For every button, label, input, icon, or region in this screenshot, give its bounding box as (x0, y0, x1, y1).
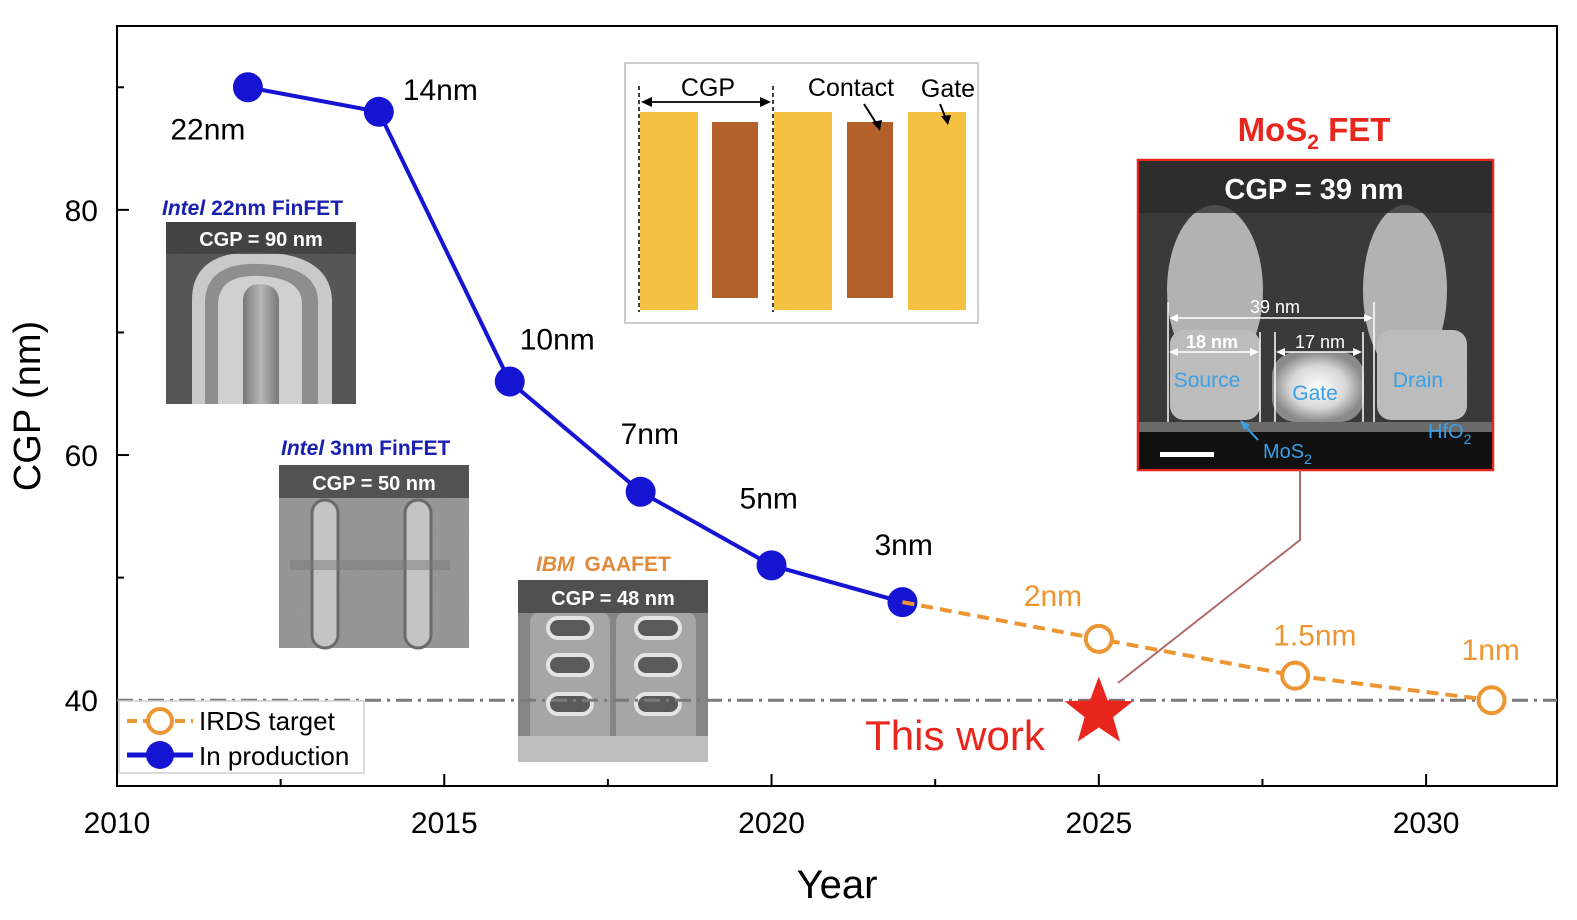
mos2-channel-label: MoS2 (1263, 441, 1312, 467)
production-point-14nm (363, 96, 394, 127)
node-label-2nm: 2nm (1024, 580, 1082, 613)
mos2-callout-line (1117, 470, 1301, 684)
x-tick-label: 2015 (411, 807, 478, 840)
axes: 2010 2015 2020 2025 2030 40 60 80 (65, 86, 1460, 840)
mos2-hfo2-label: HfO2 (1428, 421, 1472, 447)
legend: IRDS target In production (118, 700, 365, 774)
legend-production-marker (146, 741, 174, 769)
node-label-5nm: 5nm (740, 482, 798, 515)
series-layer: 22nm 14nm 10nm 7nm 5nm 3nm 2nm 1.5nm 1nm (117, 72, 1557, 742)
x-axis-title: Year (797, 863, 878, 907)
y-tick-label: 80 (65, 195, 98, 228)
mos2-dim-total: 39 nm (1250, 297, 1300, 317)
node-label-1nm: 1nm (1462, 634, 1520, 667)
mos2-caption: CGP = 39 nm (1224, 174, 1403, 206)
mos2-drain-label: Drain (1393, 369, 1443, 392)
legend-production-label: In production (199, 741, 349, 771)
node-label-1.5nm: 1.5nm (1273, 620, 1356, 653)
mos2-dim-left: 18 nm (1186, 332, 1238, 352)
mos2-fet-inset: MoS2 FET CGP = 39 nm 39 nm 18 nm (1117, 111, 1495, 684)
intel22-heading: Intel 22nm FinFET (162, 197, 343, 220)
gate-bar (908, 112, 966, 310)
ibm-caption: CGP = 48 nm (551, 588, 675, 610)
mos2-source-label: Source (1174, 369, 1241, 392)
y-axis-title: CGP (nm) (7, 321, 49, 491)
production-point-10nm (494, 366, 525, 397)
x-tick-label: 2030 (1393, 807, 1460, 840)
mos2-title: MoS2 FET (1238, 111, 1391, 154)
schematic-contact-label: Contact (808, 74, 894, 102)
schematic-gate-label: Gate (921, 75, 975, 103)
production-line (247, 85, 903, 605)
intel-3nm-inset: Intel 3nm FinFET CGP = 50 nm (279, 437, 469, 650)
ibm-heading: IBM GAAFET (536, 553, 671, 576)
production-point-5nm (756, 550, 787, 581)
x-tick-label: 2025 (1065, 807, 1132, 840)
node-label-7nm: 7nm (621, 418, 679, 451)
gate-bar (774, 112, 832, 310)
schematic-inset: CGP Contact Gate (624, 62, 979, 324)
node-label-10nm: 10nm (520, 323, 595, 356)
this-work-label: This work (865, 712, 1046, 759)
ibm-gaafet-inset: IBM GAAFET CGP = 48 nm (518, 553, 708, 762)
gate-bar (640, 112, 698, 310)
node-label-22nm: 22nm (170, 113, 245, 146)
target-line (902, 600, 1492, 703)
contact-bar (712, 122, 758, 298)
y-tick-label: 60 (65, 440, 98, 473)
intel-22nm-inset: Intel 22nm FinFET CGP = 90 nm (162, 197, 356, 404)
production-point-22nm (232, 72, 263, 103)
legend-target-marker (146, 707, 174, 735)
production-point-7nm (625, 476, 656, 507)
schematic-cgp-label: CGP (681, 74, 735, 102)
intel3-caption: CGP = 50 nm (312, 473, 436, 495)
target-point-1.5nm (1280, 660, 1311, 691)
legend-target-label: IRDS target (199, 706, 336, 736)
intel3-heading: Intel 3nm FinFET (281, 437, 451, 460)
x-tick-label: 2020 (738, 807, 805, 840)
intel22-caption: CGP = 90 nm (199, 229, 323, 251)
mos2-gate-label: Gate (1292, 382, 1338, 405)
contact-bar (847, 122, 893, 298)
y-tick-label: 40 (65, 685, 98, 718)
x-tick-label: 2010 (84, 807, 151, 840)
plot-area (116, 25, 1558, 787)
mos2-dim-right: 17 nm (1295, 332, 1345, 352)
target-point-1nm (1476, 685, 1507, 716)
this-work-star (1064, 676, 1134, 742)
node-label-3nm: 3nm (874, 529, 932, 562)
node-label-14nm: 14nm (403, 74, 478, 107)
target-point-2nm (1083, 623, 1114, 654)
